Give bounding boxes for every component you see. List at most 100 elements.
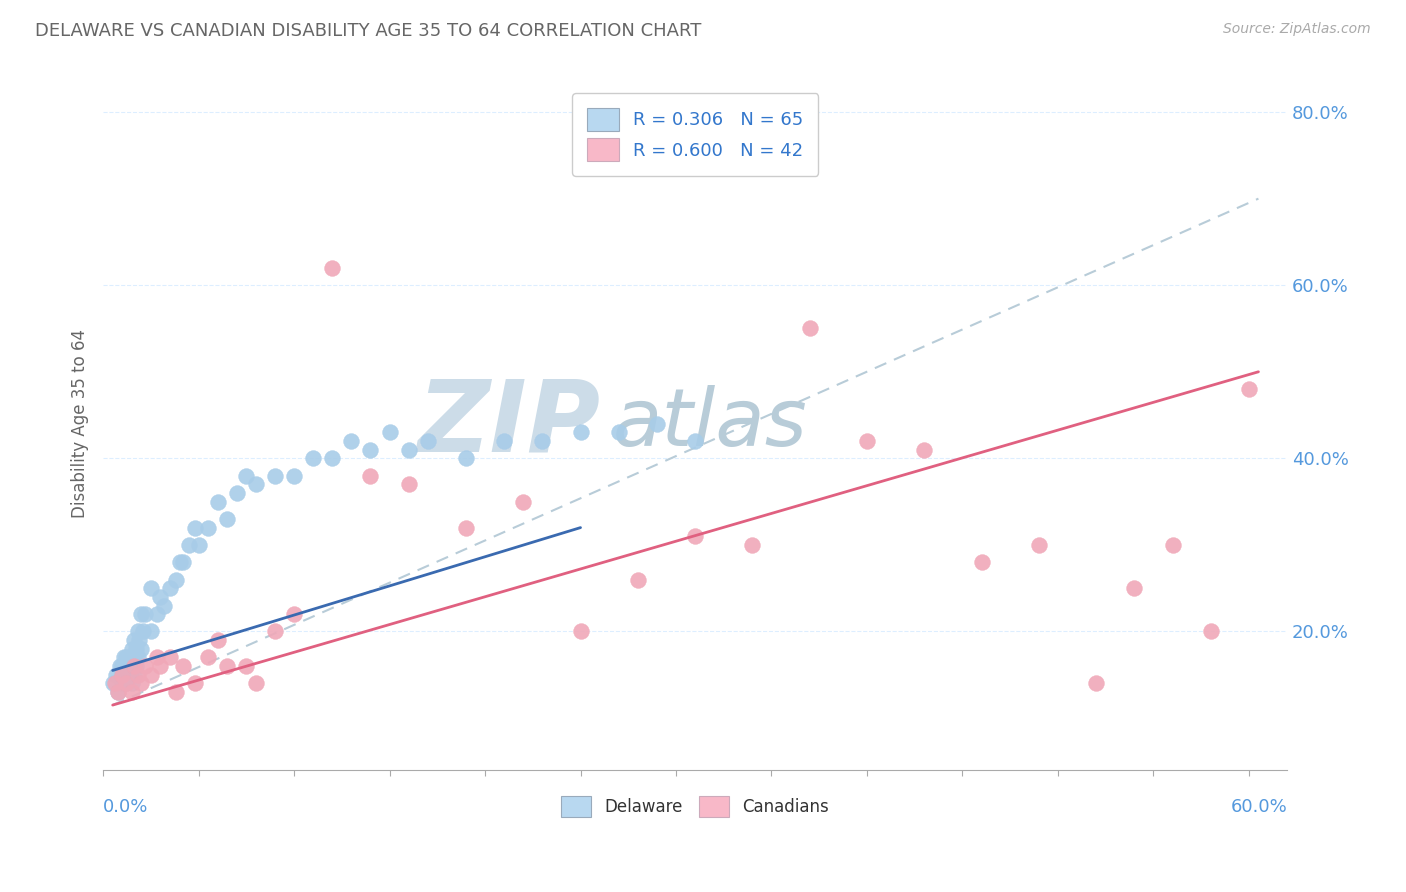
Point: [187, 538, 209, 552]
Point: [169, 555, 191, 569]
Point: [118, 667, 141, 681]
Point: [107, 685, 129, 699]
Point: [359, 442, 381, 457]
Point: [321, 260, 343, 275]
Point: [494, 434, 516, 448]
Point: [531, 434, 554, 448]
Point: [122, 659, 145, 673]
Point: [172, 555, 194, 569]
Point: [283, 468, 305, 483]
Point: [645, 417, 668, 431]
Point: [359, 468, 381, 483]
Text: 60.0%: 60.0%: [1230, 797, 1286, 815]
Point: [115, 676, 138, 690]
Point: [105, 667, 128, 681]
Point: [856, 434, 879, 448]
Point: [454, 520, 477, 534]
Point: [184, 676, 207, 690]
Point: [1028, 538, 1050, 552]
Point: [165, 685, 187, 699]
Point: [117, 659, 139, 673]
Point: [111, 667, 134, 681]
Point: [207, 633, 229, 648]
Point: [172, 659, 194, 673]
Point: [101, 676, 124, 690]
Point: [416, 434, 439, 448]
Point: [912, 442, 935, 457]
Point: [131, 607, 153, 622]
Point: [153, 599, 176, 613]
Point: [111, 676, 134, 690]
Point: [217, 512, 239, 526]
Text: atlas: atlas: [612, 384, 807, 463]
Point: [799, 321, 821, 335]
Text: Source: ZipAtlas.com: Source: ZipAtlas.com: [1223, 22, 1371, 37]
Point: [1085, 676, 1108, 690]
Point: [139, 624, 162, 639]
Point: [115, 676, 138, 690]
Point: [127, 650, 149, 665]
Point: [107, 685, 129, 699]
Point: [165, 573, 187, 587]
Point: [378, 425, 401, 440]
Point: [103, 676, 125, 690]
Point: [112, 650, 135, 665]
Point: [121, 641, 143, 656]
Point: [111, 659, 134, 673]
Point: [112, 667, 135, 681]
Legend: Delaware, Canadians: Delaware, Canadians: [554, 789, 837, 824]
Point: [111, 667, 134, 681]
Point: [683, 434, 706, 448]
Point: [177, 538, 200, 552]
Point: [302, 451, 325, 466]
Point: [184, 520, 207, 534]
Point: [197, 650, 219, 665]
Point: [118, 650, 141, 665]
Point: [627, 573, 650, 587]
Point: [145, 650, 167, 665]
Point: [245, 477, 267, 491]
Point: [159, 650, 181, 665]
Point: [145, 607, 167, 622]
Point: [245, 676, 267, 690]
Point: [121, 659, 143, 673]
Point: [398, 477, 420, 491]
Point: [127, 667, 149, 681]
Point: [115, 667, 138, 681]
Point: [121, 676, 143, 690]
Point: [128, 633, 150, 648]
Point: [235, 468, 257, 483]
Point: [149, 590, 172, 604]
Point: [197, 520, 219, 534]
Point: [970, 555, 993, 569]
Point: [131, 641, 153, 656]
Point: [1237, 382, 1260, 396]
Text: ZIP: ZIP: [418, 376, 600, 472]
Point: [569, 425, 592, 440]
Point: [741, 538, 763, 552]
Point: [139, 581, 162, 595]
Text: 0.0%: 0.0%: [103, 797, 149, 815]
Y-axis label: Disability Age 35 to 64: Disability Age 35 to 64: [72, 329, 89, 518]
Point: [217, 659, 239, 673]
Point: [117, 667, 139, 681]
Point: [134, 659, 156, 673]
Point: [235, 659, 257, 673]
Point: [264, 468, 287, 483]
Point: [134, 607, 156, 622]
Point: [1123, 581, 1146, 595]
Point: [122, 667, 145, 681]
Point: [569, 624, 592, 639]
Point: [607, 425, 630, 440]
Point: [398, 442, 420, 457]
Point: [321, 451, 343, 466]
Point: [132, 624, 155, 639]
Point: [1161, 538, 1184, 552]
Point: [340, 434, 363, 448]
Point: [207, 494, 229, 508]
Point: [122, 650, 145, 665]
Point: [264, 624, 287, 639]
Point: [110, 659, 132, 673]
Point: [139, 667, 162, 681]
Point: [122, 633, 145, 648]
